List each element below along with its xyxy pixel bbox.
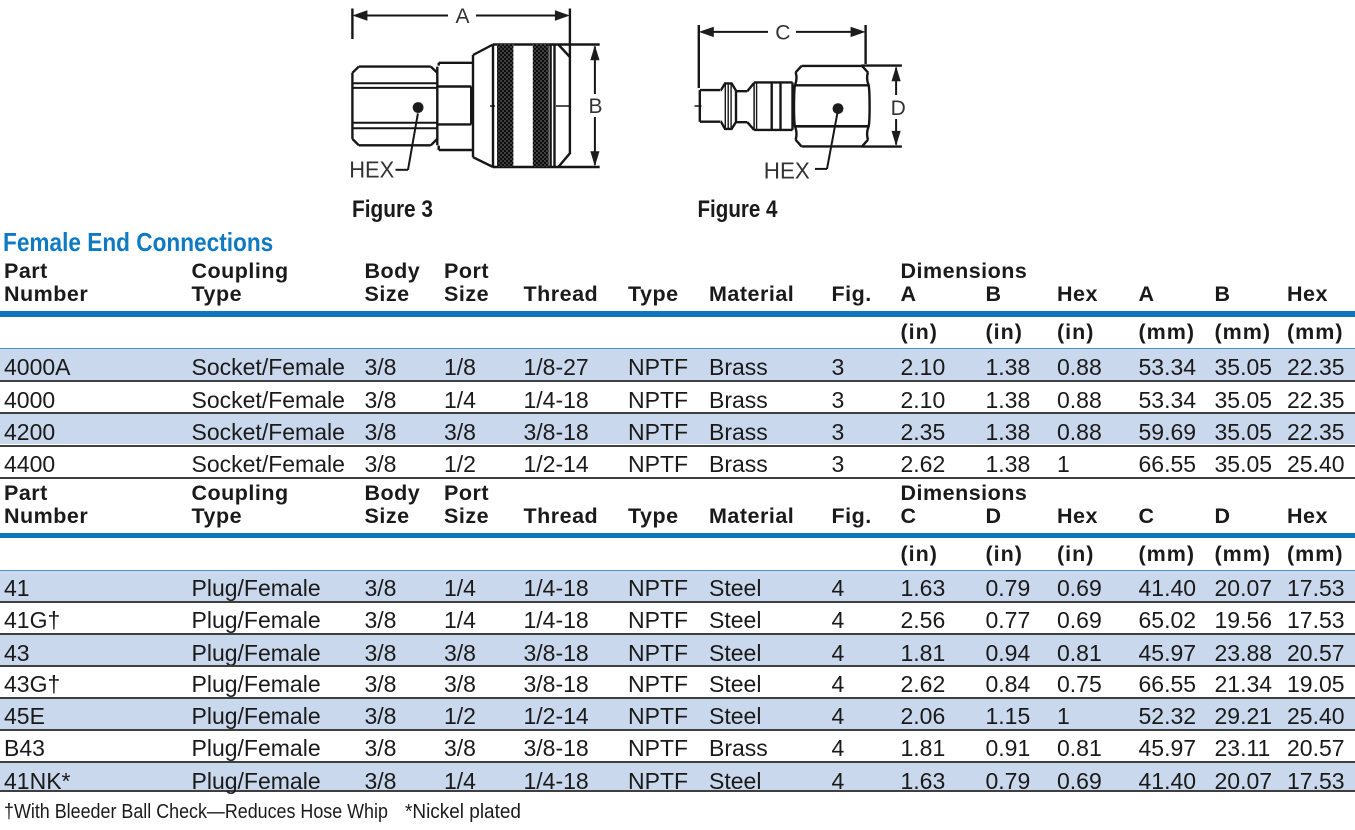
svg-text:C: C xyxy=(775,21,790,44)
svg-text:HEX: HEX xyxy=(349,156,394,182)
svg-text:B: B xyxy=(589,95,603,118)
svg-text:HEX: HEX xyxy=(764,158,810,184)
svg-text:A: A xyxy=(456,5,470,28)
svg-text:Figure 4: Figure 4 xyxy=(698,196,779,223)
svg-text:Figure 3: Figure 3 xyxy=(352,196,433,223)
svg-text:D: D xyxy=(891,97,906,120)
